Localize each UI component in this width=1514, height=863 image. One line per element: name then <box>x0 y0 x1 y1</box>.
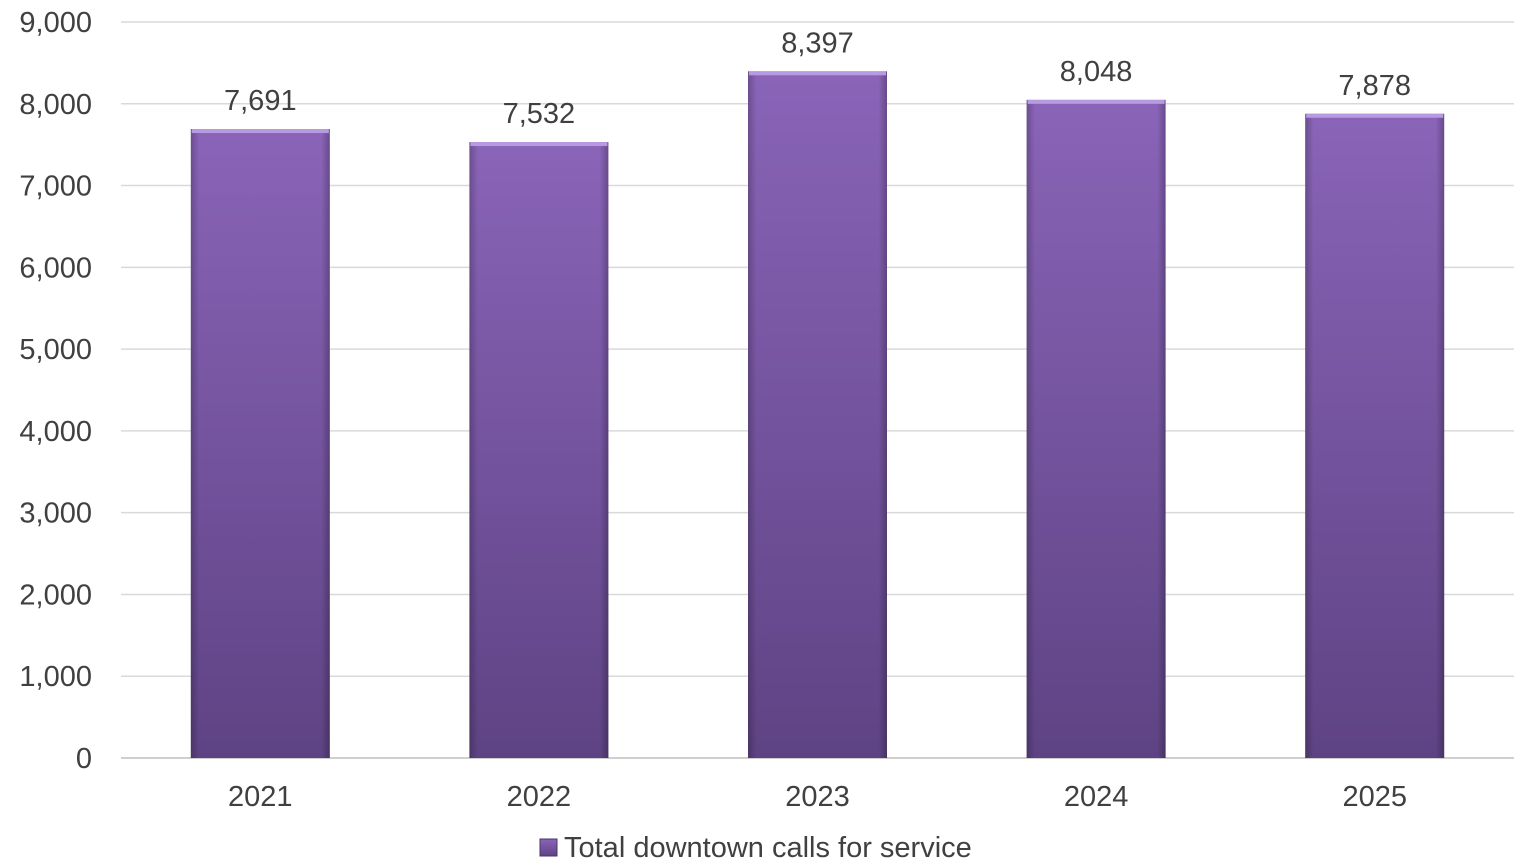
data-label: 7,532 <box>503 98 576 130</box>
x-tick-label: 2024 <box>1064 781 1129 813</box>
data-label: 7,878 <box>1338 70 1411 102</box>
legend-swatch <box>539 838 558 857</box>
y-tick-label: 4,000 <box>19 416 92 448</box>
bar-cap <box>470 142 608 147</box>
legend-label: Total downtown calls for service <box>564 832 972 863</box>
x-tick-label: 2023 <box>785 781 850 813</box>
bars: 7,691 7,532 8,397 8,048 7,878 <box>190 27 1445 759</box>
bar-shading <box>469 142 609 758</box>
y-tick-label: 3,000 <box>19 498 92 530</box>
y-tick-label: 6,000 <box>19 252 92 284</box>
bar-cap <box>191 129 329 134</box>
y-tick-label: 5,000 <box>19 334 92 366</box>
bar-shading <box>748 71 887 758</box>
bar-cap <box>749 71 886 76</box>
y-tick-label: 2,000 <box>19 579 92 611</box>
bar-cap <box>1306 113 1444 118</box>
x-tick-label: 2021 <box>228 781 293 813</box>
bar-shading <box>190 129 330 758</box>
bar-cap <box>1027 99 1165 104</box>
y-tick-label: 0 <box>76 743 92 775</box>
bar-shading <box>1026 99 1166 759</box>
x-axis-tick-labels: 2021 2022 2023 2024 2025 <box>228 781 1407 813</box>
data-label: 7,691 <box>224 85 297 117</box>
x-tick-label: 2025 <box>1342 781 1407 813</box>
data-label: 8,048 <box>1060 56 1133 88</box>
y-tick-label: 1,000 <box>19 661 92 693</box>
y-tick-label: 7,000 <box>19 171 92 203</box>
data-label: 8,397 <box>781 27 854 59</box>
y-tick-label: 9,000 <box>19 7 92 39</box>
x-tick-label: 2022 <box>507 781 572 813</box>
legend: Total downtown calls for service <box>539 832 972 863</box>
bar-shading <box>1305 113 1445 759</box>
y-axis-tick-labels: 0 1,000 2,000 3,000 4,000 5,000 6,000 7,000 8,00… <box>19 7 92 775</box>
y-tick-label: 8,000 <box>19 89 92 121</box>
